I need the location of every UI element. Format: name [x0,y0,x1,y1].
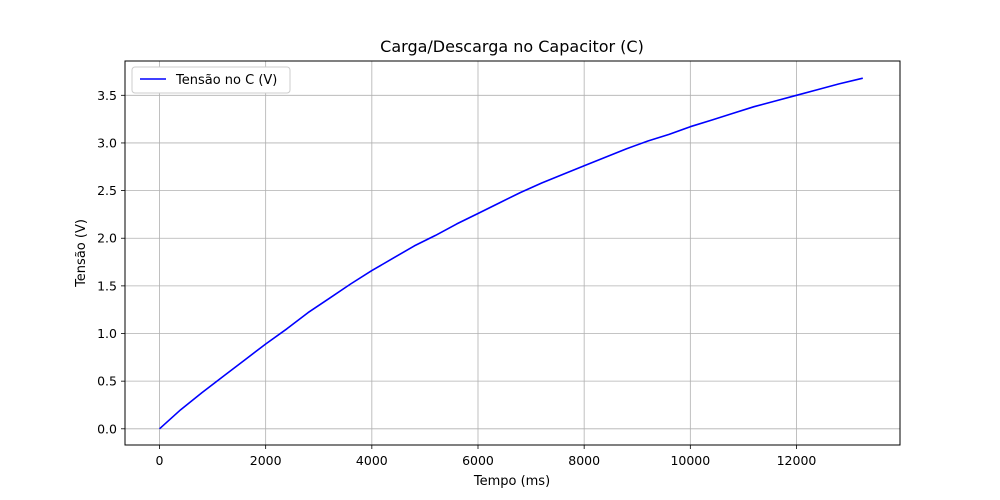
y-tick-label: 3.0 [97,135,117,150]
x-tick-label: 8000 [568,453,600,468]
legend: Tensão no C (V) [131,66,291,94]
chart-title: Carga/Descarga no Capacitor (C) [380,37,644,56]
y-tick-label: 0.5 [97,374,117,389]
x-tick-label: 2000 [250,453,282,468]
x-tick-label: 4000 [356,453,388,468]
x-axis-label: Tempo (ms) [473,474,550,489]
y-tick-label: 3.5 [97,88,117,103]
y-tick-label: 2.5 [97,183,117,198]
y-tick-label: 1.5 [97,278,117,293]
series-layer [158,77,863,430]
plot-area-frame [124,60,901,446]
x-tick-label: 6000 [462,453,494,468]
legend-box [131,66,291,94]
y-tick-label: 2.0 [97,231,117,246]
grid [125,61,900,445]
y-tick-label: 1.0 [97,326,117,341]
legend-entry-label: Tensão no C (V) [175,73,277,88]
x-tick-label: 0 [156,453,164,468]
y-axis-label: Tensão (V) [74,219,89,288]
series-line-0 [158,77,863,430]
y-tick-label: 0.0 [97,421,117,436]
x-tick-label: 10000 [670,453,710,468]
y-axis-ticks: 0.0 0.5 1.0 1.5 2.0 2.5 3.0 3.5 [97,88,125,436]
x-tick-label: 12000 [777,453,817,468]
x-axis-ticks: 0 2000 4000 6000 8000 10000 12000 [156,445,817,468]
